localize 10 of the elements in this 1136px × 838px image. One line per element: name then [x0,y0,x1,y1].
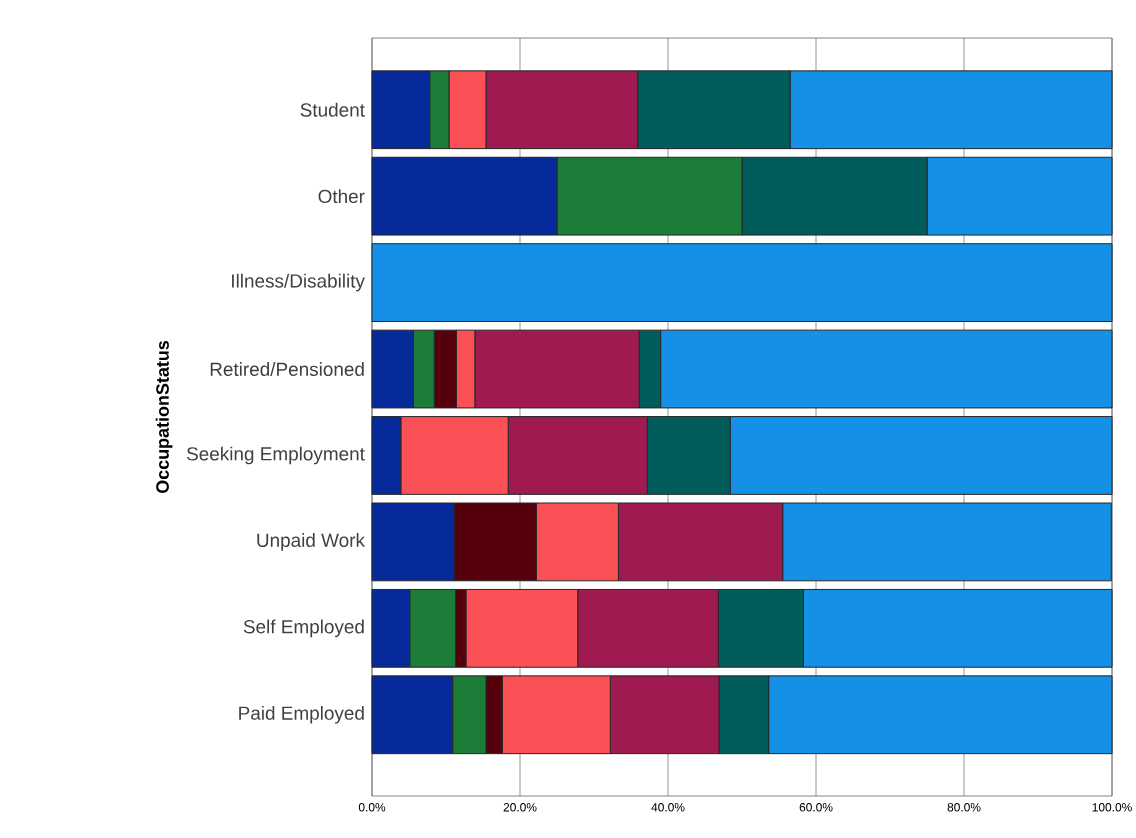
y-tick-label: Seeking Employment [186,446,365,465]
y-tick-label: Illness/Disability [232,273,365,292]
y-tick-label: Retired/Pensioned [210,362,364,376]
y-tick-label: Self Employed [243,619,364,638]
y-tick-label: Unpaid Work [257,533,365,551]
y-tick-label: Paid Employed [239,705,364,724]
y-tick-label: Other [318,189,365,204]
bar [371,243,1113,322]
y-tick-label: Student [300,102,365,117]
y-axis-title: OccupationStatus [155,341,173,493]
